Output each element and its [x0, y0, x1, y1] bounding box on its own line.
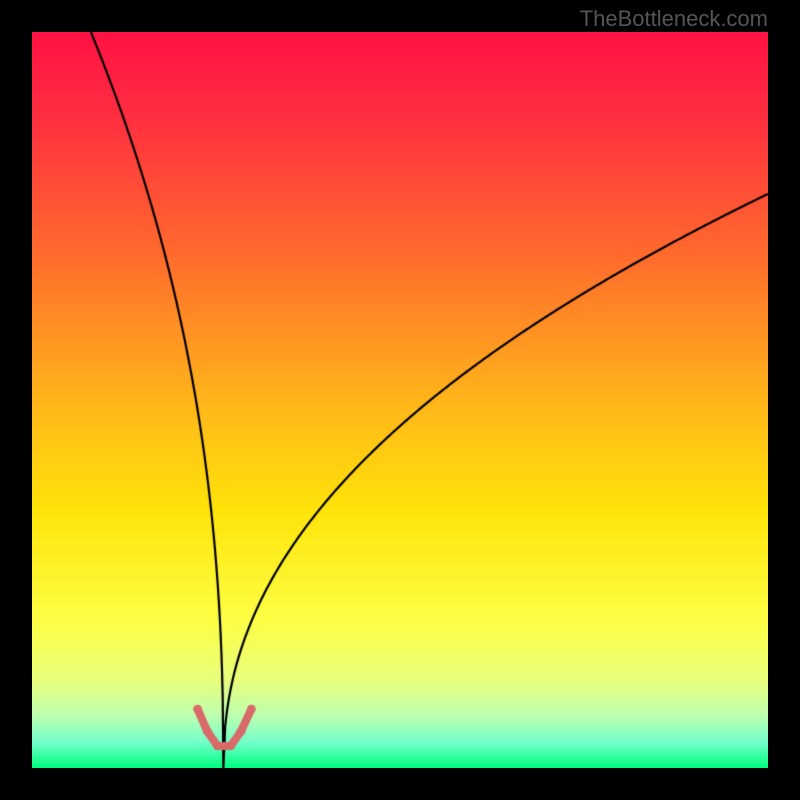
chart-canvas: [32, 32, 768, 768]
watermark-text: TheBottleneck.com: [580, 6, 768, 32]
plot-area: [32, 32, 768, 768]
chart-frame: TheBottleneck.com: [0, 0, 800, 800]
